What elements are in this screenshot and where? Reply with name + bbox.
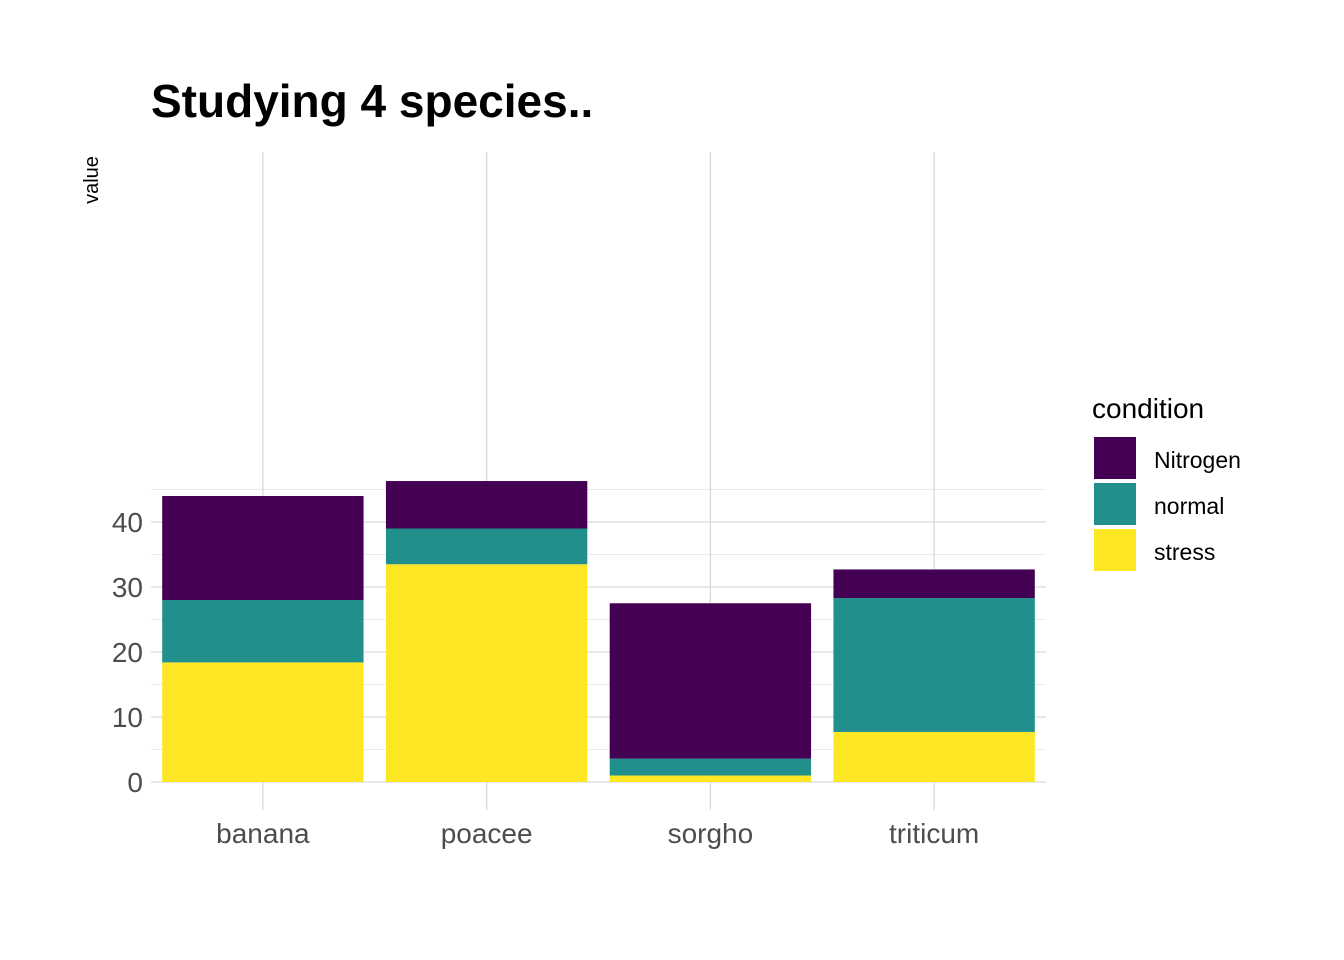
legend-label-normal: normal xyxy=(1154,493,1224,519)
legend-label-nitrogen: Nitrogen xyxy=(1154,447,1241,473)
bar-triticum-nitrogen xyxy=(833,569,1035,599)
x-tick-label: banana xyxy=(216,818,310,849)
legend: condition Nitrogen normal stress xyxy=(1092,393,1241,571)
x-tick-label: sorgho xyxy=(668,818,754,849)
legend-key-stress xyxy=(1094,529,1136,571)
bar-poacee-nitrogen xyxy=(385,481,588,529)
bar-banana-normal xyxy=(162,600,364,663)
bar-sorgho-nitrogen xyxy=(609,603,812,759)
legend-label-stress: stress xyxy=(1154,539,1215,565)
y-tick-label: 40 xyxy=(112,507,143,538)
legend-key-normal xyxy=(1094,483,1136,525)
legend-items: Nitrogen normal stress xyxy=(1094,437,1241,571)
y-axis-title: value xyxy=(81,156,103,204)
y-tick-label: 20 xyxy=(112,637,143,668)
bar-poacee-stress xyxy=(385,564,588,782)
y-tick-label: 30 xyxy=(112,572,143,603)
y-tick-label: 0 xyxy=(127,767,143,798)
bar-triticum-stress xyxy=(833,731,1035,782)
bar-banana-stress xyxy=(162,662,364,782)
bar-poacee-normal xyxy=(385,528,588,565)
x-axis-ticks: banana poacee sorgho triticum xyxy=(216,818,979,849)
y-axis-ticks: 0 10 20 30 40 xyxy=(112,507,143,798)
legend-key-nitrogen xyxy=(1094,437,1136,479)
bar-triticum-normal xyxy=(833,598,1035,732)
chart-title: Studying 4 species.. xyxy=(151,75,593,127)
bars xyxy=(162,481,1035,782)
x-tick-label: triticum xyxy=(889,818,979,849)
x-tick-label: poacee xyxy=(441,818,533,849)
bar-sorgho-stress xyxy=(609,775,812,782)
legend-title: condition xyxy=(1092,393,1204,424)
bar-sorgho-normal xyxy=(609,758,812,776)
y-tick-label: 10 xyxy=(112,702,143,733)
bar-banana-nitrogen xyxy=(162,496,364,600)
